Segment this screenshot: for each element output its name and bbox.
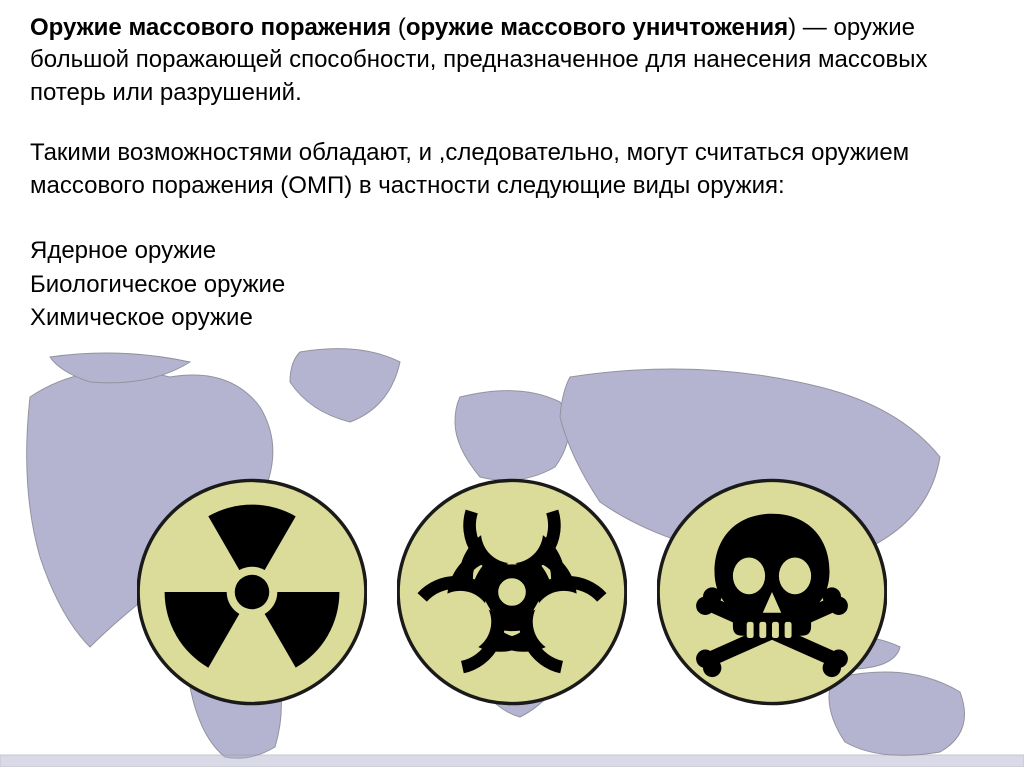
hazard-icons-row bbox=[137, 477, 887, 707]
radiation-icon bbox=[137, 477, 367, 707]
biohazard-icon bbox=[397, 477, 627, 707]
intro-paragraph: Такими возможностями обладают, и ,следов… bbox=[30, 137, 994, 202]
text-content: Оружие массового поражения (оружие массо… bbox=[0, 0, 1024, 335]
list-item: Биологическое оружие bbox=[30, 268, 994, 302]
paren-close: ) — bbox=[788, 14, 827, 41]
weapon-list: Ядерное оружие Биологическое оружие Хими… bbox=[30, 234, 994, 335]
term-main: Оружие массового поражения bbox=[30, 14, 391, 41]
list-item: Химическое оружие bbox=[30, 301, 994, 335]
skull-crossbones-icon bbox=[657, 477, 887, 707]
definition-paragraph: Оружие массового поражения (оружие массо… bbox=[30, 12, 994, 109]
slide: Оружие массового поражения (оружие массо… bbox=[0, 0, 1024, 767]
list-item: Ядерное оружие bbox=[30, 234, 994, 268]
term-alt: оружие массового уничтожения bbox=[406, 14, 788, 41]
paren-open: ( bbox=[391, 14, 406, 41]
